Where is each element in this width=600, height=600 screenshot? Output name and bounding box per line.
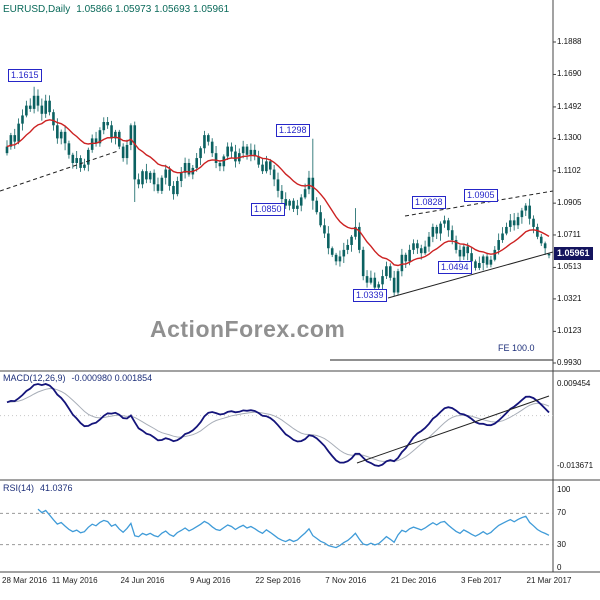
y-axis-label: 1.0711 <box>557 229 581 239</box>
symbol-timeframe: EURUSD,Daily <box>3 4 71 15</box>
y-axis-label: 1.1300 <box>557 133 582 143</box>
x-axis-label: 21 Mar 2017 <box>526 576 572 585</box>
rsi-axis-label: 70 <box>557 508 566 518</box>
x-axis-label: 24 Jun 2016 <box>120 576 165 585</box>
y-axis-label: 1.1492 <box>557 101 582 111</box>
current-price-tag: 1.05961 <box>554 246 593 260</box>
x-axis-label: 22 Sep 2016 <box>255 576 301 585</box>
price-level-box: 1.0850 <box>251 203 285 216</box>
macd-indicator-label: MACD(12,26,9) -0.000980 0.001854 <box>3 373 158 383</box>
y-axis-label: 1.0321 <box>557 293 582 303</box>
x-axis-label: 9 Aug 2016 <box>190 576 231 585</box>
rsi-indicator-label: RSI(14) 41.0376 <box>3 483 79 493</box>
x-axis-label: 3 Feb 2017 <box>461 576 502 585</box>
macd-axis-label: 0.009454 <box>557 379 591 388</box>
ohlc-readout: 1.05866 1.05973 1.05693 1.05961 <box>76 4 230 15</box>
x-axis-label: 7 Nov 2016 <box>325 576 367 585</box>
fibonacci-extension-label: FE 100.0 <box>498 343 535 353</box>
rsi-value: 41.0376 <box>40 483 73 493</box>
y-axis-label: 1.1690 <box>557 69 582 79</box>
price-level-box: 1.1298 <box>276 124 310 137</box>
y-axis-label: 1.1102 <box>557 165 581 175</box>
price-level-box: 1.0494 <box>438 261 472 274</box>
price-level-box: 1.1615 <box>8 69 42 82</box>
price-level-box: 1.0828 <box>412 196 446 209</box>
x-axis-label: 28 Mar 2016 <box>2 576 47 585</box>
rsi-axis-label: 100 <box>557 485 571 494</box>
y-axis-label: 1.0513 <box>557 262 582 272</box>
watermark: ActionForex.com <box>150 316 346 342</box>
y-axis-label: 1.0123 <box>557 326 582 336</box>
macd-values: -0.000980 0.001854 <box>71 373 153 383</box>
chart-title: EURUSD,Daily 1.05866 1.05973 1.05693 1.05… <box>3 4 229 15</box>
x-axis-label: 21 Dec 2016 <box>390 576 437 585</box>
y-axis-label: 1.1888 <box>557 37 582 46</box>
rsi-axis-label: 0 <box>557 563 562 572</box>
rsi-axis-label: 30 <box>557 539 566 549</box>
macd-axis-label: -0.013671 <box>557 461 594 470</box>
macd-name: MACD(12,26,9) <box>3 373 66 383</box>
y-axis-label: 0.9930 <box>557 358 582 367</box>
price-level-box: 1.0339 <box>353 289 387 302</box>
price-level-box: 1.0905 <box>464 189 498 202</box>
x-axis-label: 11 May 2016 <box>51 576 98 585</box>
y-axis-label: 1.0905 <box>557 198 582 208</box>
rsi-name: RSI(14) <box>3 483 35 493</box>
